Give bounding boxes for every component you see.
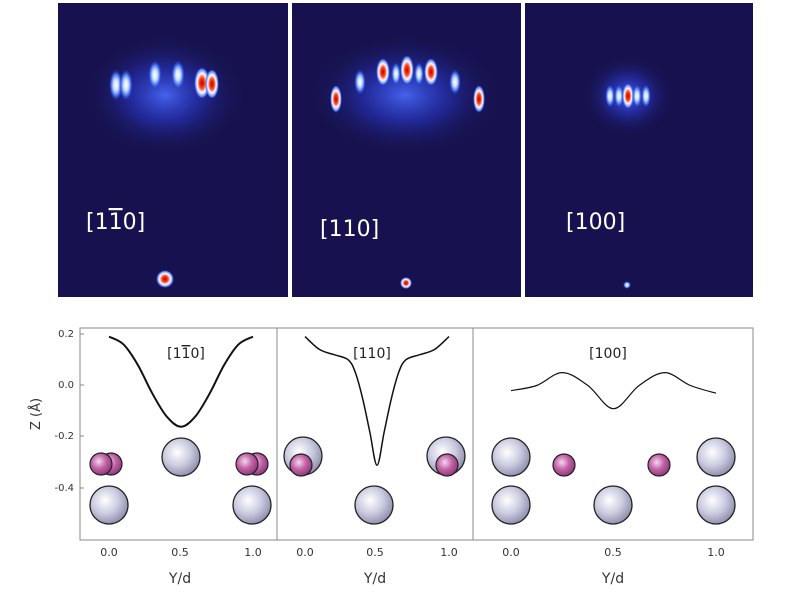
plot-title-100: [100]	[589, 346, 627, 362]
atoms-panel-1-10	[89, 437, 272, 525]
y-tick-label: -0.2	[54, 431, 74, 442]
x-tick-label: 1.0	[440, 546, 458, 559]
x-tick-label: 1.0	[707, 546, 725, 559]
x-tick-label: 0.0	[502, 546, 520, 559]
y-tick-label: -0.4	[54, 483, 74, 494]
potential-curve-1-10	[108, 335, 254, 428]
atoms-panel-110	[283, 436, 466, 525]
specular-spot	[623, 281, 631, 289]
x-axis-label: Y/d	[363, 571, 386, 587]
y-axis: 0.2 0.0 -0.2 -0.4 Z (Å)	[28, 329, 84, 494]
potential-curve-110	[304, 336, 450, 467]
x-tick-label: 0.0	[296, 546, 314, 559]
x-axis-label: Y/d	[168, 571, 191, 587]
diffraction-spots	[605, 83, 651, 109]
x-axis-1: 0.0 0.5 1.0 Y/d	[100, 546, 262, 587]
x-tick-label: 0.5	[604, 546, 622, 559]
x-axis-3: 0.0 0.5 1.0 Y/d	[502, 546, 725, 587]
x-axis-label: Y/d	[601, 571, 624, 587]
y-axis-label: Z (Å)	[28, 398, 44, 430]
potential-curve-100	[510, 371, 717, 410]
plot-title-1-10: [110]	[167, 346, 205, 362]
plot-title-110: [110]	[353, 346, 391, 362]
atoms-panel-100	[491, 437, 736, 525]
x-tick-label: 0.5	[171, 546, 189, 559]
x-tick-label: 0.5	[366, 546, 384, 559]
y-tick-label: 0.0	[58, 380, 74, 391]
detector-image-100: [100]	[525, 3, 753, 297]
panel-label: [110]	[320, 217, 379, 242]
diffraction-spots	[109, 60, 219, 101]
panel-label: [110]	[86, 210, 145, 235]
detector-image-110: [110]	[292, 3, 521, 297]
x-axis-2: 0.0 0.5 1.0 Y/d	[296, 546, 458, 587]
diffraction-spots	[330, 55, 485, 113]
specular-spot	[156, 270, 174, 288]
detector-image-1-10: [110]	[58, 3, 288, 297]
x-tick-label: 0.0	[100, 546, 118, 559]
panel-label: [100]	[566, 210, 625, 235]
specular-spot	[400, 277, 412, 289]
x-tick-label: 1.0	[244, 546, 262, 559]
y-tick-label: 0.2	[58, 329, 74, 340]
